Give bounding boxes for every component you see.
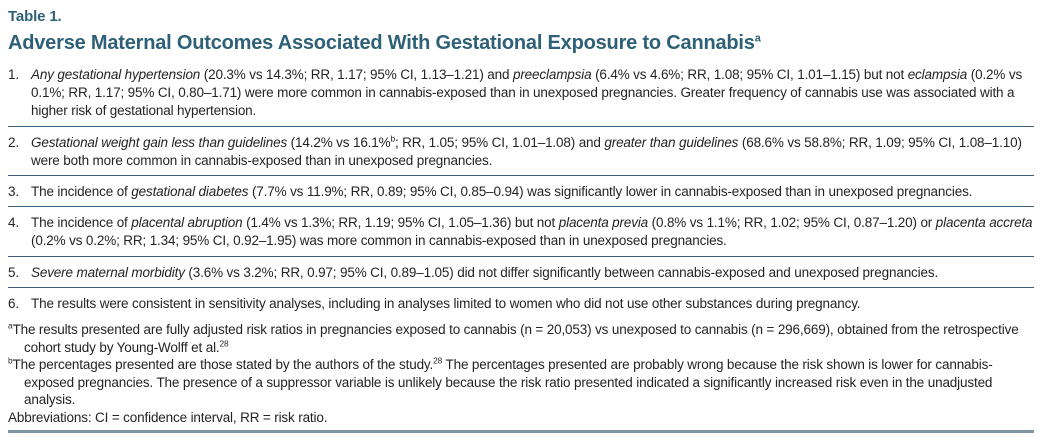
list-item-4: 4. The incidence of placental abruption … xyxy=(8,207,1034,257)
item-text: The incidence of placental abruption (1.… xyxy=(31,215,1033,249)
list-item-1: 1. Any gestational hypertension (20.3% v… xyxy=(8,66,1034,127)
item-text: Any gestational hypertension (20.3% vs 1… xyxy=(31,67,1023,119)
footnote-b: bThe percentages presented are those sta… xyxy=(8,355,993,408)
item-text: Severe maternal morbidity (3.6% vs 3.2%;… xyxy=(31,264,939,280)
list-item-3: 3. The incidence of gestational diabetes… xyxy=(8,176,1034,208)
item-number: 2. xyxy=(8,134,19,150)
table-title: Adverse Maternal Outcomes Associated Wit… xyxy=(8,32,761,54)
list-item-6: 6. The results were consistent in sensit… xyxy=(8,288,1034,315)
item-text: The results were consistent in sensitivi… xyxy=(31,295,861,311)
abbreviations-note: Abbreviations: CI = confidence interval,… xyxy=(8,409,328,425)
footnote-a: aThe results presented are fully adjuste… xyxy=(8,320,1019,355)
list-item-2: 2. Gestational weight gain less than gui… xyxy=(8,127,1034,177)
list-item-5: 5. Severe maternal morbidity (3.6% vs 3.… xyxy=(8,257,1034,288)
item-number: 6. xyxy=(8,295,19,311)
table-label: Table 1. xyxy=(8,8,62,25)
outcome-list: 1. Any gestational hypertension (20.3% v… xyxy=(8,66,1034,315)
item-text: The incidence of gestational diabetes (7… xyxy=(31,184,973,200)
item-number: 3. xyxy=(8,184,19,200)
footnotes: aThe results presented are fully adjuste… xyxy=(8,321,1034,426)
bottom-rule xyxy=(8,430,1034,433)
item-number: 4. xyxy=(8,215,19,231)
item-text: Gestational weight gain less than guidel… xyxy=(31,133,1022,168)
item-number: 1. xyxy=(8,67,19,82)
item-number: 5. xyxy=(8,264,19,280)
